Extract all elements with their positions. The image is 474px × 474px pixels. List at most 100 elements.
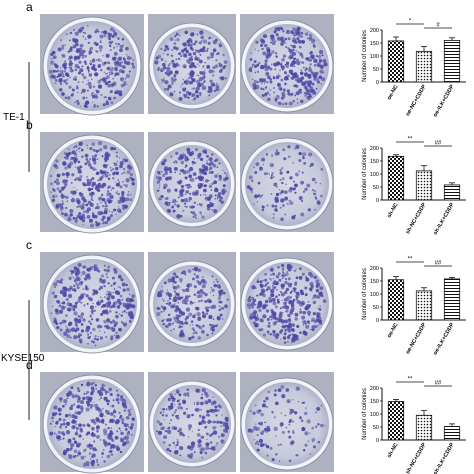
colony-dot — [123, 80, 127, 85]
colony-dot — [179, 454, 182, 457]
colony-dot — [67, 287, 71, 292]
colony-dot — [270, 174, 273, 177]
colony-dot — [63, 70, 66, 73]
colony-dot — [269, 267, 274, 272]
colony-dot — [118, 157, 121, 159]
colony-dot — [80, 455, 85, 460]
colony-dot — [94, 30, 98, 34]
bar — [415, 290, 433, 321]
colony-dot — [75, 426, 80, 430]
colony-dot — [183, 80, 187, 84]
colony-dot — [284, 290, 288, 295]
photo-label: sh-NC — [44, 120, 69, 130]
colony-dot — [89, 458, 92, 460]
colony-dot — [255, 162, 260, 167]
colony-dot — [188, 174, 193, 179]
bar — [443, 184, 461, 201]
colony-dot — [87, 424, 91, 428]
colony-dot — [294, 84, 298, 88]
colony-dot — [117, 286, 120, 288]
colony-dot — [187, 394, 190, 397]
colony-dot — [307, 80, 313, 85]
colony-dot — [71, 173, 75, 177]
colony-dot — [74, 166, 77, 169]
colony-dot — [107, 301, 112, 305]
colony-dot — [181, 289, 184, 291]
colony-dot — [112, 77, 115, 80]
colony-dot — [68, 391, 72, 395]
colony-dot — [323, 62, 328, 67]
colony-dot — [265, 396, 269, 401]
colony-dot — [192, 64, 196, 68]
colony-dot — [264, 428, 269, 433]
colony-dot — [126, 193, 130, 197]
category-label: sh-NC — [386, 442, 399, 459]
colony-dot — [91, 59, 96, 63]
colony-dot — [185, 90, 190, 95]
colony-dot — [195, 274, 200, 279]
colony-dot — [254, 194, 259, 199]
colony-dot — [212, 281, 215, 283]
colony-dot — [76, 387, 80, 390]
colony-dot — [92, 341, 96, 344]
colony-dot — [99, 49, 102, 52]
colony-dot — [190, 320, 194, 323]
y-tick-label: 150 — [370, 279, 379, 285]
colony-dot — [195, 407, 201, 412]
colony-dot — [211, 288, 215, 293]
colony-dot — [310, 89, 313, 93]
colony-dot — [272, 213, 275, 216]
colony-dot — [252, 298, 257, 303]
colony-dot — [68, 62, 73, 67]
colony-dot — [298, 195, 303, 201]
colony-dot — [174, 35, 177, 38]
colony-dot — [201, 284, 206, 289]
colony-dot — [304, 443, 308, 447]
colony-dot — [77, 299, 81, 303]
colony-dot — [264, 299, 269, 304]
colony-dot — [101, 204, 105, 208]
colony-dot — [180, 160, 185, 165]
colony-dot — [254, 303, 257, 306]
colony-dot — [191, 413, 194, 417]
colony-dot — [82, 423, 86, 428]
colony-dot — [78, 423, 82, 427]
colony-dot — [191, 327, 195, 331]
colony-dot — [76, 155, 78, 158]
colony-dot — [160, 67, 165, 72]
y-tick-label: 50 — [373, 67, 379, 73]
colony-dot — [100, 419, 105, 424]
colony-dot — [288, 101, 293, 106]
colony-dot — [259, 166, 263, 171]
colony-dot — [175, 151, 179, 156]
colony-dot — [218, 300, 222, 304]
colony-dot — [210, 291, 212, 294]
colony-dot — [124, 60, 127, 63]
colony-dot — [300, 99, 304, 104]
colony-dot — [193, 158, 195, 160]
colony-dot — [265, 44, 268, 47]
colony-dot — [78, 212, 82, 216]
colony-dot — [285, 309, 289, 313]
colony-dot — [121, 421, 125, 425]
colony-dot — [254, 443, 257, 445]
panel-d: d sh-NC sh-NC+CDDP sh-ILK+CDDP050100150200N… — [26, 358, 466, 474]
colony-dot — [281, 299, 283, 302]
colony-dot — [163, 299, 165, 302]
colony-dot — [208, 69, 213, 74]
bar — [387, 401, 405, 441]
colony-dot — [121, 38, 125, 41]
colony-dot — [197, 74, 200, 77]
colony-dot — [249, 69, 253, 73]
colony-dot — [120, 438, 124, 443]
colony-dot — [107, 326, 111, 330]
colony-dot — [317, 324, 320, 327]
colony-dot — [161, 319, 164, 323]
colony-dot — [89, 158, 92, 161]
colony-dot — [128, 70, 131, 73]
colony-dot — [206, 47, 209, 50]
colony-dot — [94, 334, 97, 338]
colony-dot — [65, 314, 68, 317]
colony-dot — [275, 75, 280, 80]
colony-dot — [73, 156, 77, 160]
